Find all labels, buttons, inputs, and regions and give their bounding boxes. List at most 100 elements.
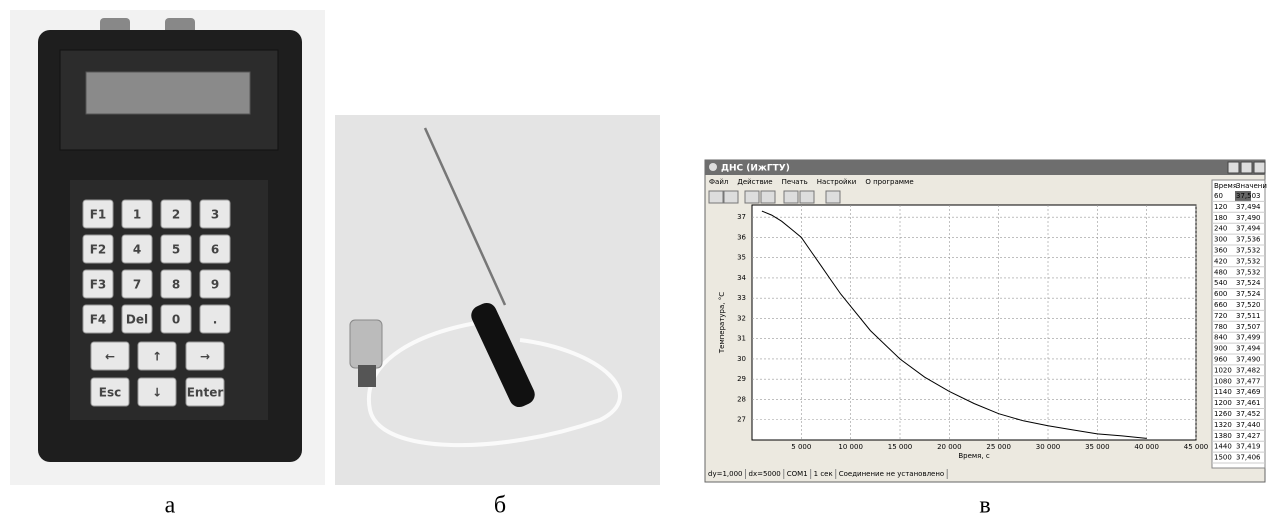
x-tick-label: 20 000 bbox=[937, 443, 962, 451]
key-label: 0 bbox=[172, 313, 180, 327]
y-tick-label: 29 bbox=[737, 375, 746, 383]
y-tick-label: 32 bbox=[737, 314, 746, 322]
table-cell: 1020 bbox=[1214, 366, 1232, 374]
x-tick-label: 35 000 bbox=[1085, 443, 1110, 451]
table-cell: 37,503 bbox=[1236, 192, 1261, 200]
minimize-button[interactable] bbox=[1227, 161, 1240, 174]
key-label: 7 bbox=[133, 278, 141, 292]
key[interactable] bbox=[90, 377, 130, 407]
menu-item[interactable]: Печать bbox=[782, 178, 808, 186]
key[interactable] bbox=[199, 234, 231, 264]
table bbox=[1211, 179, 1266, 469]
menu-item[interactable]: О программе bbox=[865, 178, 913, 186]
table-cell: 37,406 bbox=[1236, 454, 1261, 462]
key-label: 6 bbox=[211, 243, 219, 257]
table-cell: 37,520 bbox=[1236, 301, 1261, 309]
key[interactable] bbox=[137, 341, 177, 371]
table-cell: 37,524 bbox=[1236, 290, 1261, 298]
x-tick-label: 30 000 bbox=[1036, 443, 1061, 451]
status-field: Соединение не установлено bbox=[839, 470, 945, 478]
table-cell: 1080 bbox=[1214, 377, 1232, 385]
y-tick-label: 35 bbox=[737, 254, 746, 262]
table-cell: 37,532 bbox=[1236, 268, 1261, 276]
key[interactable] bbox=[199, 304, 231, 334]
toolbar-button[interactable] bbox=[723, 190, 739, 204]
table-cell: 37,461 bbox=[1236, 399, 1261, 407]
table-cell: 360 bbox=[1214, 247, 1227, 255]
x-tick-label: 40 000 bbox=[1134, 443, 1159, 451]
key-label: ↓ bbox=[152, 386, 162, 400]
table-cell: 660 bbox=[1214, 301, 1227, 309]
key[interactable] bbox=[121, 234, 153, 264]
key[interactable] bbox=[90, 341, 130, 371]
caption: б bbox=[494, 493, 506, 519]
table-cell: 37,494 bbox=[1236, 225, 1261, 233]
table-header: Время bbox=[1214, 182, 1237, 190]
caption: в bbox=[979, 493, 990, 519]
title-bar bbox=[705, 160, 1265, 175]
key-label: ← bbox=[105, 350, 115, 364]
key-label: 2 bbox=[172, 208, 180, 222]
key-label: ↑ bbox=[152, 350, 162, 364]
key[interactable] bbox=[121, 199, 153, 229]
key[interactable] bbox=[82, 199, 114, 229]
table-cell: 1200 bbox=[1214, 399, 1232, 407]
key[interactable] bbox=[160, 269, 192, 299]
x-tick-label: 45 000 bbox=[1184, 443, 1209, 451]
key[interactable] bbox=[82, 304, 114, 334]
x-tick-label: 15 000 bbox=[888, 443, 913, 451]
table-cell: 37,532 bbox=[1236, 247, 1261, 255]
key-label: 5 bbox=[172, 243, 180, 257]
key[interactable] bbox=[199, 269, 231, 299]
table-cell: 540 bbox=[1214, 279, 1227, 287]
key[interactable] bbox=[160, 199, 192, 229]
menu-item[interactable]: Настройки bbox=[817, 178, 857, 186]
table-cell: 960 bbox=[1214, 356, 1227, 364]
y-tick-label: 28 bbox=[737, 395, 746, 403]
table-cell: 120 bbox=[1214, 203, 1227, 211]
plug-tail bbox=[358, 365, 376, 387]
toolbar-button[interactable] bbox=[799, 190, 815, 204]
key-label: Del bbox=[126, 313, 148, 327]
table-cell: 1500 bbox=[1214, 454, 1232, 462]
key-label: Enter bbox=[187, 386, 224, 400]
key[interactable] bbox=[121, 304, 153, 334]
x-tick-label: 10 000 bbox=[838, 443, 863, 451]
table-cell: 37,494 bbox=[1236, 345, 1261, 353]
toolbar-button[interactable] bbox=[783, 190, 799, 204]
key[interactable] bbox=[160, 234, 192, 264]
key-label: 1 bbox=[133, 208, 141, 222]
close-button[interactable] bbox=[1253, 161, 1266, 174]
key-label: 8 bbox=[172, 278, 180, 292]
table-cell: 840 bbox=[1214, 334, 1227, 342]
y-tick-label: 36 bbox=[737, 233, 746, 241]
menu-item[interactable]: Файл bbox=[709, 178, 728, 186]
y-axis-label: Температура, °С bbox=[718, 292, 726, 354]
line-series bbox=[761, 210, 1147, 439]
key[interactable] bbox=[199, 199, 231, 229]
key[interactable] bbox=[121, 269, 153, 299]
window-title: ДНС (ИжГТУ) bbox=[721, 164, 790, 174]
selected-cell bbox=[1235, 191, 1251, 201]
key[interactable] bbox=[160, 304, 192, 334]
y-tick-label: 33 bbox=[737, 294, 746, 302]
table-cell: 60 bbox=[1214, 192, 1223, 200]
table-cell: 420 bbox=[1214, 257, 1227, 265]
toolbar-button[interactable] bbox=[708, 190, 724, 204]
toolbar-button[interactable] bbox=[744, 190, 760, 204]
key-label: → bbox=[200, 350, 210, 364]
key[interactable] bbox=[82, 234, 114, 264]
key[interactable] bbox=[185, 377, 225, 407]
toolbar-button[interactable] bbox=[825, 190, 841, 204]
key[interactable] bbox=[137, 377, 177, 407]
key[interactable] bbox=[185, 341, 225, 371]
toolbar-button[interactable] bbox=[760, 190, 776, 204]
maximize-button[interactable] bbox=[1240, 161, 1253, 174]
x-tick-label: 5 000 bbox=[791, 443, 811, 451]
menu-item[interactable]: Действие bbox=[737, 178, 772, 186]
plot-area bbox=[751, 204, 1197, 441]
key[interactable] bbox=[82, 269, 114, 299]
table-header: Значени bbox=[1236, 182, 1267, 190]
table-cell: 37,490 bbox=[1236, 214, 1261, 222]
table-cell: 37,494 bbox=[1236, 203, 1261, 211]
